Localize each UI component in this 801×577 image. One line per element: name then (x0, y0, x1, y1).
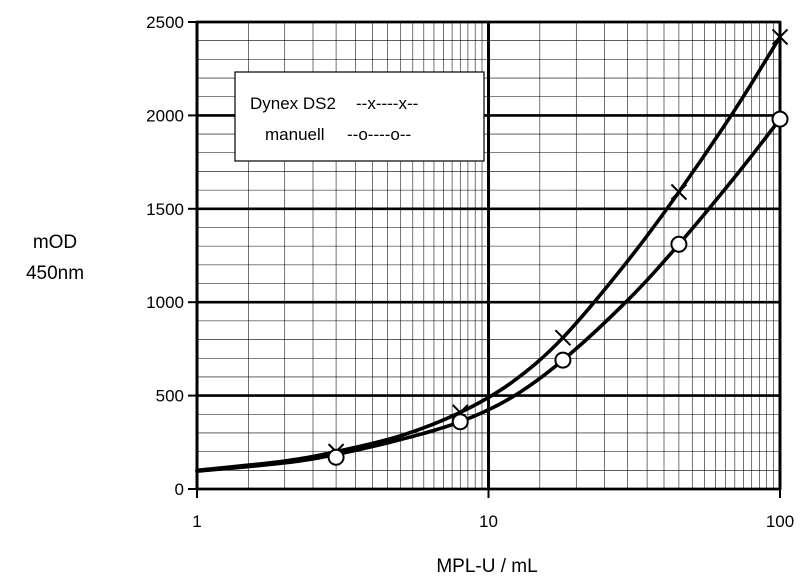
data-point-x (670, 183, 688, 201)
series-line-1 (195, 35, 782, 473)
y-tick-label: 2500 (146, 13, 184, 32)
y-tick-labels: 0 500 1000 1500 2000 2500 (146, 13, 184, 499)
legend-entry-style-2: --o----o-- (347, 125, 411, 144)
x-axis-title: MPL-U / mL (436, 556, 537, 577)
legend-box (234, 71, 485, 162)
y-tick-label: 500 (156, 387, 184, 406)
data-point-x (554, 329, 572, 346)
plot-frame (195, 20, 782, 491)
legend: Dynex DS2 --x----x-- manuell --o----o-- (234, 71, 485, 162)
y-tick-label: 0 (175, 480, 184, 499)
y-tick-label: 2000 (146, 106, 184, 125)
x-marker-stroke (771, 28, 789, 46)
x-marker-stroke (670, 183, 688, 201)
data-point-o (670, 235, 688, 253)
series-curves (195, 35, 782, 474)
x-marker-stroke (554, 329, 572, 346)
x-tick-label: 100 (766, 512, 794, 531)
y-tick-label: 1000 (146, 293, 184, 312)
legend-entry-label-2: manuell (265, 125, 325, 144)
data-point-o (771, 110, 789, 128)
x-tick-label: 1 (192, 512, 201, 531)
legend-entry-style-1: --x----x-- (356, 94, 418, 113)
legend-entry-label-1: Dynex DS2 (250, 94, 336, 113)
y-tick-label: 1500 (146, 200, 184, 219)
y-axis-title-line-2: 450nm (26, 263, 84, 284)
data-point-o (327, 448, 345, 466)
data-point-x (771, 28, 789, 46)
data-point-o (451, 413, 469, 431)
series-line-2 (195, 117, 782, 474)
x-tick-label: 10 (479, 512, 498, 531)
y-axis-title-line-1: mOD (33, 232, 77, 253)
series-markers (327, 28, 789, 466)
data-point-o (554, 351, 572, 369)
x-tick-labels: 1 10 100 (192, 512, 794, 531)
